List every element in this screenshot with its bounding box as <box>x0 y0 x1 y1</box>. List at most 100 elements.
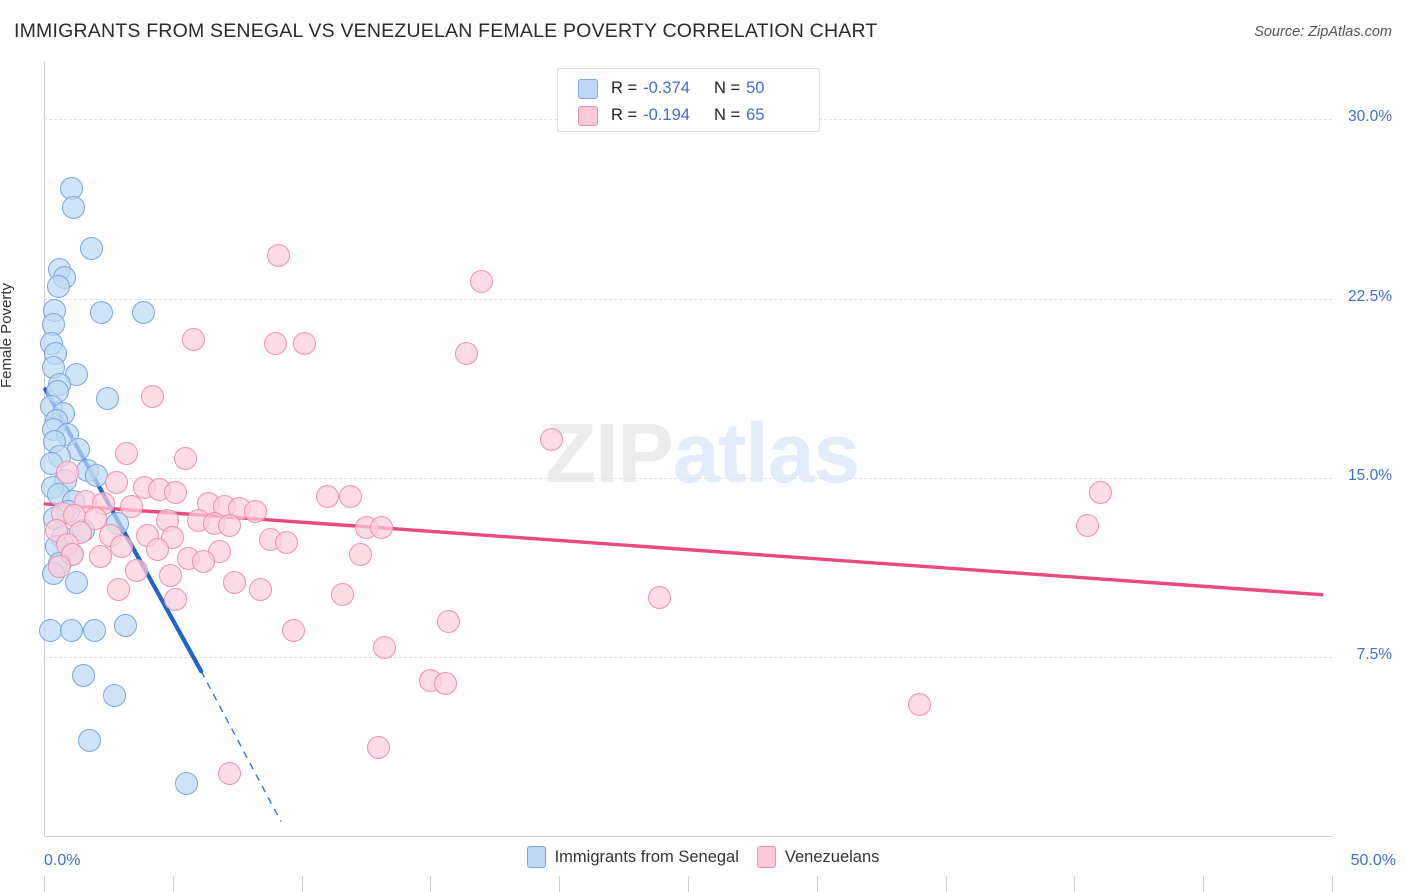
data-point-senegal[interactable] <box>62 196 86 220</box>
r-value-senegal: -0.374 <box>643 79 690 97</box>
source-attribution: Source: ZipAtlas.com <box>1254 24 1392 40</box>
data-point-venezuelans[interactable] <box>648 585 672 609</box>
x-axis-tick <box>559 876 561 892</box>
n-value-senegal: 50 <box>746 79 765 97</box>
data-point-senegal[interactable] <box>59 619 83 643</box>
plot-area <box>39 62 1333 892</box>
data-point-venezuelans[interactable] <box>282 619 306 643</box>
legend-marker-senegal <box>526 846 546 868</box>
x-axis-max-label: 50.0% <box>1350 852 1396 869</box>
r-label-venezuelans: R = <box>611 106 638 124</box>
data-point-venezuelans[interactable] <box>89 545 113 568</box>
data-point-venezuelans[interactable] <box>217 513 241 537</box>
data-point-senegal[interactable] <box>46 275 70 299</box>
data-point-senegal[interactable] <box>113 614 137 638</box>
data-point-venezuelans[interactable] <box>274 530 298 554</box>
y-axis-tick-label: 22.5% <box>1348 287 1392 305</box>
x-axis-tick <box>44 876 45 892</box>
data-point-venezuelans[interactable] <box>223 571 247 595</box>
data-point-venezuelans[interactable] <box>84 506 108 530</box>
data-point-venezuelans[interactable] <box>434 671 458 695</box>
legend-label-senegal: Immigrants from Senegal <box>554 847 739 866</box>
trendlines <box>43 387 1324 822</box>
data-point-venezuelans[interactable] <box>192 549 216 573</box>
r-value-venezuelans: -0.194 <box>643 106 690 124</box>
data-point-venezuelans[interactable] <box>145 537 169 561</box>
x-axis-tick <box>1074 876 1076 892</box>
correlation-stats-box: R = -0.374 N = 50 R = -0.194 N = 65 <box>557 68 820 132</box>
gridline-y <box>44 477 1332 479</box>
legend-swatch-senegal <box>578 78 598 99</box>
data-point-venezuelans[interactable] <box>55 461 79 485</box>
data-point-venezuelans[interactable] <box>1088 480 1112 504</box>
x-axis-tick <box>1332 876 1333 892</box>
data-point-venezuelans[interactable] <box>436 609 460 633</box>
x-axis-tick <box>301 876 303 892</box>
data-point-venezuelans[interactable] <box>104 470 128 494</box>
data-point-venezuelans[interactable] <box>331 583 355 607</box>
y-axis-tick-label: 30.0% <box>1348 108 1392 126</box>
data-point-venezuelans[interactable] <box>292 332 316 356</box>
data-point-venezuelans[interactable] <box>120 494 144 518</box>
legend-marker-venezuelans <box>756 846 776 868</box>
data-point-venezuelans[interactable] <box>107 578 131 602</box>
data-point-venezuelans[interactable] <box>266 244 290 267</box>
header: IMMIGRANTS FROM SENEGAL VS VENEZUELAN FE… <box>0 0 1406 56</box>
data-point-venezuelans[interactable] <box>372 635 396 659</box>
data-point-senegal[interactable] <box>103 683 127 707</box>
data-point-venezuelans[interactable] <box>539 427 563 451</box>
data-point-venezuelans[interactable] <box>248 578 272 602</box>
data-point-venezuelans[interactable] <box>163 588 187 611</box>
x-axis-tick <box>945 876 947 892</box>
data-point-senegal[interactable] <box>95 387 119 411</box>
data-point-venezuelans[interactable] <box>470 270 494 294</box>
legend-item-senegal[interactable]: Immigrants from Senegal <box>526 846 739 868</box>
data-point-venezuelans[interactable] <box>217 762 241 786</box>
y-axis-title: Female Poverty <box>0 282 15 388</box>
data-point-venezuelans[interactable] <box>367 736 391 760</box>
y-axis-tick-label: 15.0% <box>1348 466 1392 484</box>
x-axis-tick <box>816 876 818 892</box>
y-axis-tick-label: 7.5% <box>1356 645 1392 663</box>
data-point-venezuelans[interactable] <box>454 341 478 365</box>
x-axis-tick <box>688 876 689 892</box>
data-point-venezuelans[interactable] <box>315 485 339 509</box>
x-axis-tick <box>172 876 174 892</box>
data-point-venezuelans[interactable] <box>908 693 932 717</box>
x-axis-tick <box>1203 876 1205 892</box>
data-point-venezuelans[interactable] <box>125 559 149 583</box>
data-point-venezuelans[interactable] <box>369 516 393 540</box>
data-point-venezuelans[interactable] <box>163 480 187 504</box>
data-point-venezuelans[interactable] <box>339 485 363 509</box>
data-point-venezuelans[interactable] <box>158 564 182 588</box>
trendline-extension-senegal <box>200 670 282 822</box>
data-point-senegal[interactable] <box>72 664 96 688</box>
data-point-senegal[interactable] <box>131 301 155 325</box>
data-point-venezuelans[interactable] <box>140 384 164 408</box>
data-point-venezuelans[interactable] <box>264 332 288 356</box>
x-axis-tick <box>430 876 432 892</box>
n-label-senegal: N = <box>713 79 741 97</box>
data-point-venezuelans[interactable] <box>114 442 138 466</box>
data-point-venezuelans[interactable] <box>243 499 267 523</box>
data-point-senegal[interactable] <box>64 571 88 595</box>
data-point-senegal[interactable] <box>175 771 199 795</box>
data-point-venezuelans[interactable] <box>181 327 205 351</box>
legend-item-venezuelans[interactable]: Venezuelans <box>756 846 880 868</box>
data-point-venezuelans[interactable] <box>47 554 71 578</box>
data-point-senegal[interactable] <box>82 619 106 643</box>
y-axis-line <box>44 62 45 836</box>
legend-label-venezuelans: Venezuelans <box>784 847 880 866</box>
data-point-venezuelans[interactable] <box>1075 513 1099 537</box>
stats-row-venezuelans: R = -0.194 N = 65 <box>578 102 819 129</box>
n-label-venezuelans: N = <box>713 106 741 124</box>
x-axis-line <box>44 836 1332 837</box>
data-point-venezuelans[interactable] <box>109 535 133 559</box>
gridline-y <box>44 656 1332 658</box>
data-point-venezuelans[interactable] <box>174 447 198 471</box>
data-point-senegal[interactable] <box>77 728 101 752</box>
data-point-senegal[interactable] <box>90 301 114 325</box>
data-point-senegal[interactable] <box>80 236 104 260</box>
stats-row-senegal: R = -0.374 N = 50 <box>578 75 819 102</box>
data-point-venezuelans[interactable] <box>349 542 373 566</box>
